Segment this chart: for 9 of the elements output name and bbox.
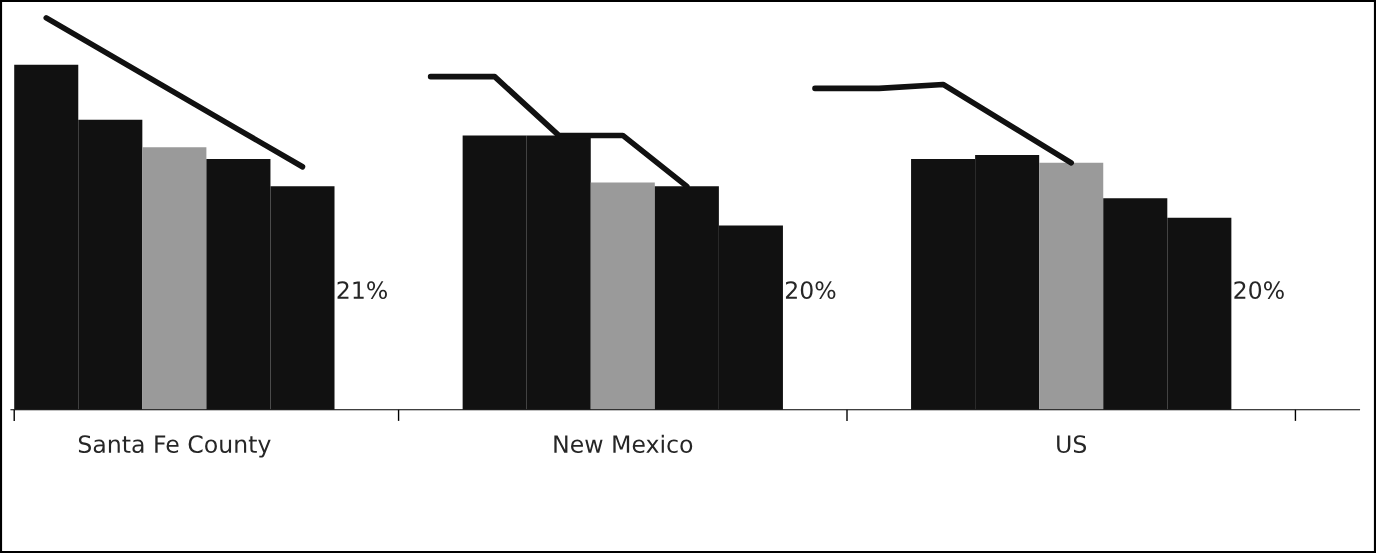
annotation: 20% <box>785 281 836 300</box>
x-tick-label: New Mexico <box>554 434 693 454</box>
text: 20% <box>1234 281 1284 300</box>
annotation: 21% <box>337 281 387 300</box>
bar <box>142 147 207 410</box>
bar <box>1039 162 1104 410</box>
x-tick-label: Santa Fe County <box>78 435 271 458</box>
x-tick-label: US <box>1057 435 1087 454</box>
bar <box>590 182 655 410</box>
